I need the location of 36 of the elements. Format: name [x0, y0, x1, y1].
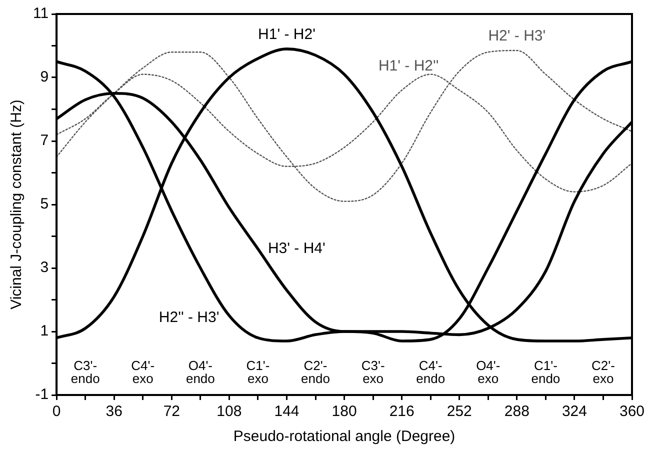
y-tick-label: 5 — [40, 196, 49, 213]
annotation: C4'- endo — [416, 358, 446, 386]
annotation: C3'- endo — [70, 358, 100, 386]
series-label: H2'' - H3' — [158, 308, 220, 326]
x-axis-title: Pseudo-rotational angle (Degree) — [233, 428, 456, 446]
annotation: C2'- endo — [301, 358, 330, 386]
x-tick-label: 324 — [562, 403, 587, 420]
x-tick-label: 144 — [274, 403, 300, 420]
line-series — [56, 50, 632, 202]
y-tick-label: 9 — [40, 68, 49, 86]
annotation: C3'- exo — [361, 358, 385, 386]
annotation: O4'- endo — [186, 358, 215, 386]
x-tick-label: 288 — [504, 403, 530, 420]
y-tick-label: 11 — [32, 5, 49, 22]
x-tick-label: 252 — [446, 403, 472, 420]
y-tick-label: 3 — [40, 259, 49, 276]
x-tick-label: 72 — [163, 403, 180, 420]
x-tick-label: 180 — [332, 403, 357, 420]
series-label: H3' - H4' — [268, 240, 326, 258]
y-axis-title: Vicinal J-coupling constant (Hz) — [8, 100, 26, 310]
annotation: O4'- exo — [476, 358, 500, 386]
y-tick-label: 1 — [40, 322, 49, 340]
annotation: C1'- exo — [246, 358, 270, 386]
x-tick-label: 216 — [389, 403, 414, 420]
series-label: H1' - H2'' — [378, 57, 439, 74]
series-label: H1' - H2' — [258, 26, 316, 44]
annotation: C2'- exo — [592, 358, 615, 386]
y-tick-label: -1 — [35, 386, 49, 404]
annotation: C1'- endo — [531, 358, 560, 386]
series-label: H2' - H3' — [488, 28, 546, 45]
y-tick-label: 7 — [40, 132, 49, 150]
annotation: C4'- exo — [131, 358, 155, 386]
x-tick-label: 108 — [216, 403, 242, 420]
x-tick-label: 36 — [106, 403, 122, 420]
x-tick-label: 360 — [619, 403, 645, 420]
x-tick-label: 0 — [52, 403, 61, 420]
